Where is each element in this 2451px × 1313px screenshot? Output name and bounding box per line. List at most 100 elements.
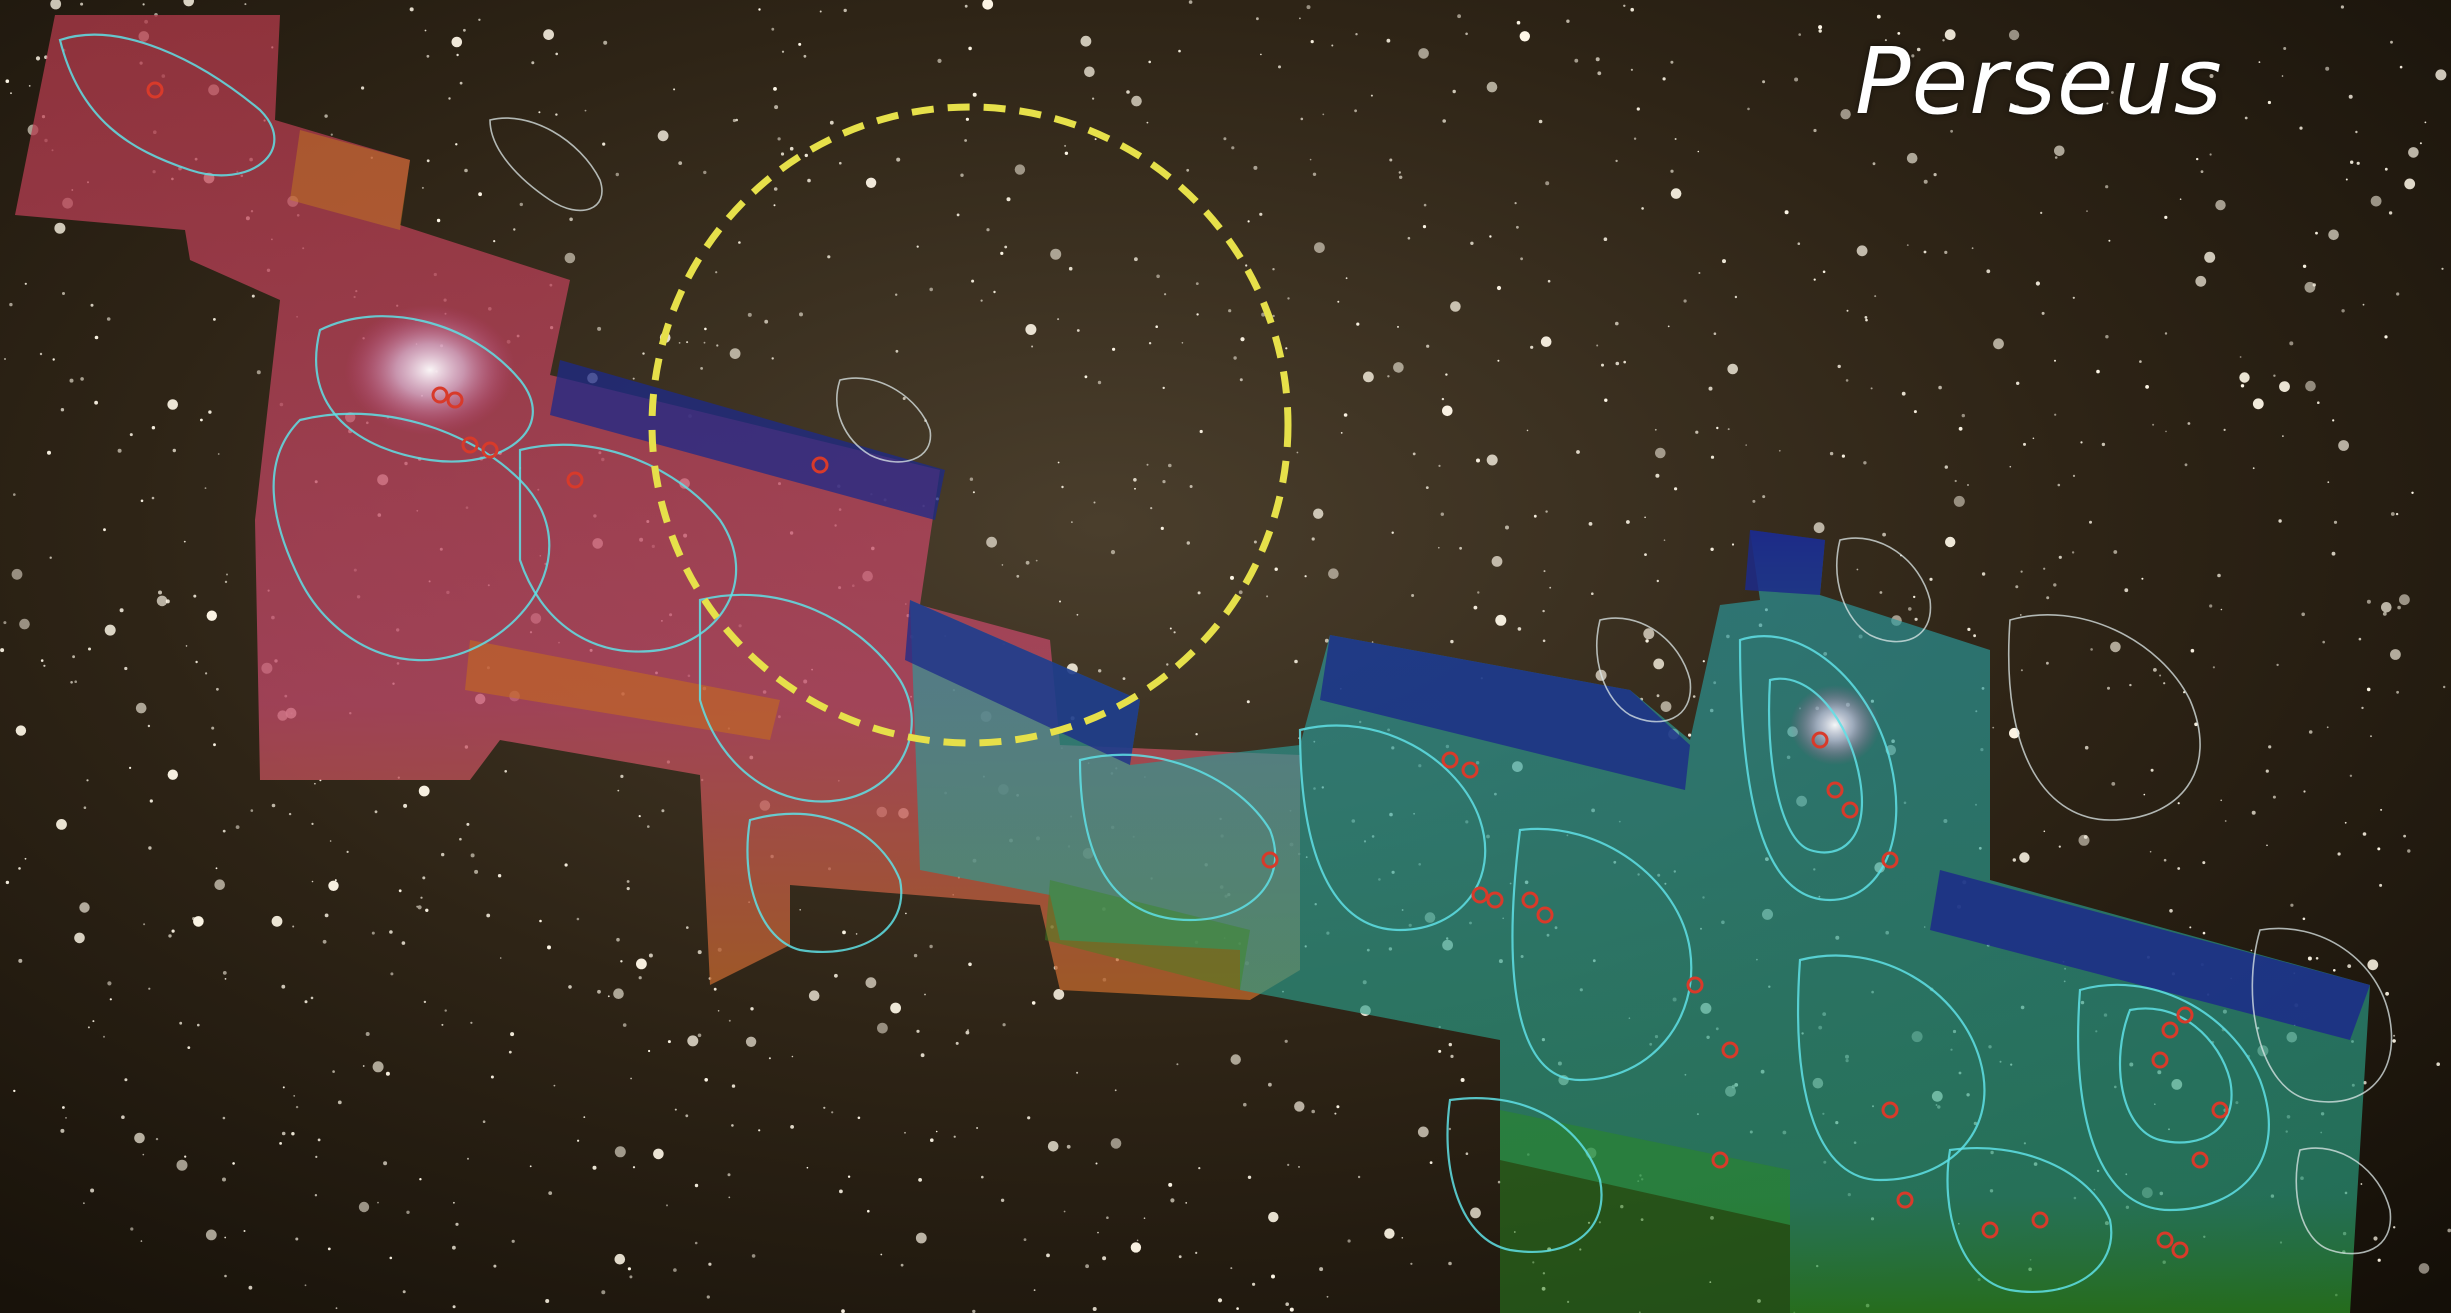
star [2380, 808, 2383, 811]
star [2209, 74, 2214, 78]
star [490, 1075, 494, 1079]
star [50, 0, 62, 10]
star [986, 228, 990, 232]
star [601, 1290, 606, 1295]
star [2367, 959, 2379, 971]
star [499, 957, 502, 959]
star [2066, 72, 2069, 76]
star [142, 1153, 145, 1156]
star [1863, 461, 1867, 465]
star [1136, 1239, 1139, 1242]
star [2418, 1263, 2430, 1274]
star [206, 610, 217, 621]
star [626, 880, 630, 883]
star [493, 1264, 497, 1268]
star [1230, 1054, 1241, 1065]
star [673, 88, 676, 91]
star [1345, 277, 1348, 280]
star [511, 1239, 515, 1243]
star [1033, 1289, 1036, 1291]
star [2046, 661, 2049, 665]
star [1397, 325, 1399, 328]
star [124, 666, 128, 671]
star [2252, 398, 2264, 410]
star [564, 252, 576, 264]
star [426, 159, 430, 163]
star [1933, 173, 1937, 177]
star [1300, 117, 1304, 121]
star [1489, 235, 1492, 238]
star [1938, 385, 1942, 390]
star [597, 326, 602, 331]
yso-marker [2171, 1241, 2189, 1259]
star [1001, 564, 1004, 566]
star [2020, 669, 2023, 672]
star [1198, 1167, 1201, 1170]
star [74, 680, 77, 683]
star [2356, 161, 2360, 165]
star [2317, 401, 2320, 405]
star [2204, 105, 2208, 109]
star [474, 869, 479, 874]
star [1310, 40, 1314, 44]
star [703, 341, 706, 344]
star [2080, 441, 2083, 444]
star [1256, 17, 1259, 21]
star [1195, 1251, 1198, 1254]
star [417, 905, 422, 910]
star [1448, 1127, 1452, 1131]
star [107, 981, 112, 986]
star [1856, 568, 1859, 571]
star [1347, 1239, 1351, 1243]
star [1417, 1126, 1429, 1138]
region-title: Perseus [1855, 28, 2223, 135]
star [2388, 211, 2393, 215]
star [281, 984, 286, 989]
star [1636, 107, 1640, 111]
star [1643, 628, 1655, 640]
star [1312, 172, 1317, 176]
star [697, 1033, 702, 1038]
star [1384, 1228, 1395, 1239]
star [478, 18, 481, 21]
star [1411, 594, 1415, 597]
star [2009, 465, 2012, 468]
star [1517, 627, 1522, 631]
star [1505, 525, 1509, 530]
star [184, 1155, 187, 1158]
star [2370, 735, 2372, 738]
star [1006, 197, 1011, 202]
star [704, 327, 707, 331]
star [1497, 359, 1500, 362]
star [459, 81, 463, 85]
star [251, 294, 255, 298]
star [1813, 278, 1816, 281]
star [419, 1178, 422, 1181]
star [2322, 640, 2325, 644]
star [2202, 861, 2206, 865]
star [900, 1263, 904, 1267]
star [1168, 1182, 1173, 1187]
star [1311, 1109, 1315, 1114]
star [1247, 1175, 1252, 1180]
star [2345, 178, 2348, 181]
star [577, 1139, 580, 1142]
star [924, 993, 926, 996]
star [2084, 745, 2089, 750]
star [1670, 60, 1674, 64]
star [1272, 268, 1275, 271]
star [827, 255, 831, 259]
star [288, 812, 292, 816]
star [466, 822, 470, 826]
star [1399, 175, 1403, 179]
star [377, 1201, 379, 1204]
star [317, 1138, 321, 1142]
star [1186, 541, 1191, 545]
star [183, 0, 194, 7]
star [1597, 71, 1602, 76]
star [441, 852, 445, 857]
star [1438, 1049, 1442, 1053]
star [1166, 663, 1169, 666]
star [768, 1057, 771, 1060]
